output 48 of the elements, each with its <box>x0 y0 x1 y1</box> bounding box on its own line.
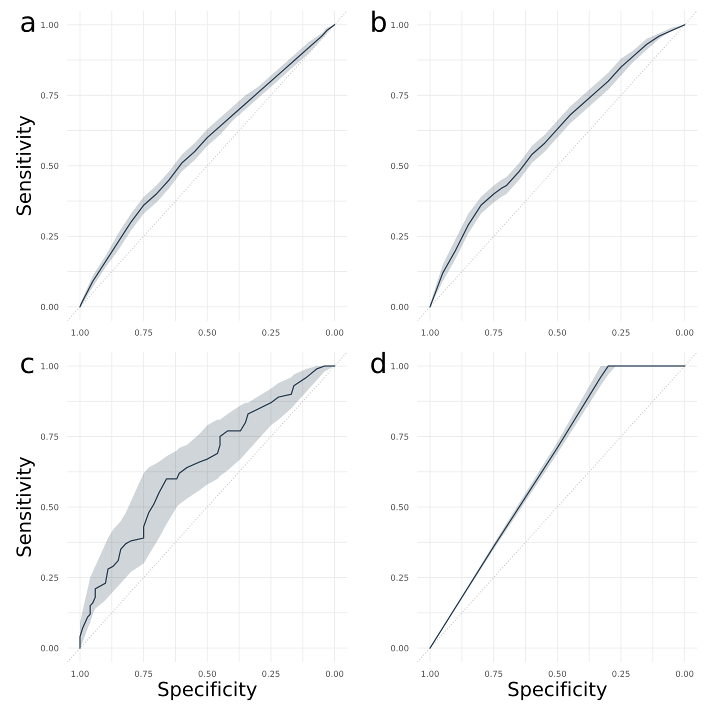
x-axis-title: Specificity <box>508 681 607 700</box>
x-axis-title: Specificity <box>158 681 257 700</box>
chart-title: a <box>21 16 34 32</box>
y-tick-label: 0.25 <box>390 574 408 581</box>
x-tick-label: 0.75 <box>134 670 152 677</box>
y-axis-title: Sensitivity <box>16 457 35 556</box>
x-tick-label: 0.75 <box>484 329 502 336</box>
y-axis-title: Sensitivity <box>16 116 35 216</box>
x-tick-label: 0.50 <box>548 329 566 336</box>
x-tick-label: 0.25 <box>612 329 630 336</box>
y-tick-label: 0.50 <box>40 504 58 510</box>
x-tick-label: 0.25 <box>612 670 630 677</box>
y-tick-label: 0.50 <box>390 504 408 510</box>
x-tick-label: 0.50 <box>198 329 216 336</box>
y-tick-label: 0.00 <box>40 304 58 310</box>
x-tick-label: 0.00 <box>676 329 694 336</box>
x-tick-label: 0.25 <box>262 670 280 677</box>
x-tick-label: 0.50 <box>548 670 566 677</box>
x-tick-label: 1.00 <box>72 329 89 336</box>
x-tick-label: 1.00 <box>422 329 439 336</box>
y-tick-label: 1.00 <box>41 22 58 28</box>
x-tick-label: 0.25 <box>262 329 280 336</box>
y-tick-label: 0.00 <box>390 304 408 310</box>
y-tick-label: 0.50 <box>390 162 408 170</box>
x-tick-label: 1.00 <box>72 670 89 677</box>
y-tick-label: 1.00 <box>391 363 408 370</box>
x-tick-label: 0.00 <box>676 670 694 677</box>
y-tick-label: 0.25 <box>40 574 58 581</box>
y-tick-label: 0.00 <box>40 645 58 652</box>
x-tick-label: 0.00 <box>326 329 344 336</box>
y-tick-label: 0.75 <box>390 92 408 99</box>
y-tick-label: 0.00 <box>390 645 408 652</box>
y-tick-label: 1.00 <box>391 22 408 28</box>
y-tick-label: 0.75 <box>390 434 408 440</box>
chart-title: d <box>371 352 385 374</box>
x-tick-label: 1.00 <box>422 670 439 677</box>
y-tick-label: 1.00 <box>41 363 58 370</box>
y-tick-label: 0.25 <box>390 233 408 240</box>
y-tick-label: 0.75 <box>40 92 58 99</box>
chart-title: c <box>21 357 34 374</box>
x-tick-label: 0.75 <box>484 670 502 677</box>
chart-title: b <box>372 10 386 32</box>
y-tick-label: 0.25 <box>40 233 58 240</box>
y-tick-label: 0.75 <box>40 434 58 440</box>
x-tick-label: 0.50 <box>198 670 216 677</box>
x-tick-label: 0.75 <box>134 329 152 336</box>
x-tick-label: 0.00 <box>326 670 344 677</box>
y-tick-label: 0.50 <box>40 162 58 170</box>
